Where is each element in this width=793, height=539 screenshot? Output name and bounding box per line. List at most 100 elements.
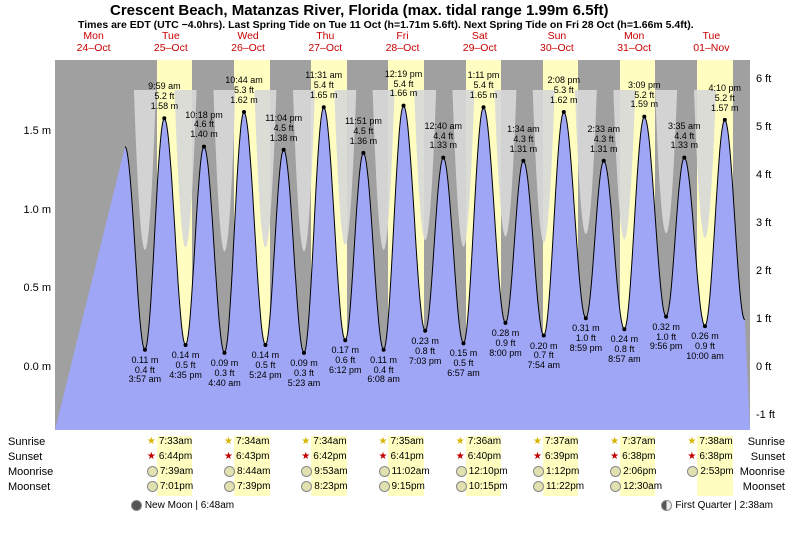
high-tide-label: 3:09 pm5.2 ft1.59 m (619, 81, 669, 111)
date-header: Mon31–Oct (599, 30, 669, 54)
sunrise-marker: ★7:33am (147, 436, 192, 447)
sunset-icon: ★ (147, 452, 157, 462)
tide-chart: Crescent Beach, Matanzas River, Florida … (0, 0, 793, 539)
moon-icon (610, 481, 621, 492)
moonset-marker: 10:15pm (456, 481, 508, 492)
high-tide-label: 12:19 pm5.4 ft1.66 m (379, 70, 429, 100)
y-tick-m: 0.0 m (3, 361, 51, 373)
sunset-marker: ★6:38pm (687, 451, 732, 462)
date-header: Tue01–Nov (676, 30, 746, 54)
sunrise-marker: ★7:34am (224, 436, 269, 447)
moonrise-marker: 9:53am (301, 466, 347, 477)
y-tick-ft: 5 ft (756, 121, 793, 133)
sunset-marker: ★6:38pm (610, 451, 655, 462)
moon-icon (456, 466, 467, 477)
sunset-marker: ★6:41pm (379, 451, 424, 462)
date-header: Fri28–Oct (368, 30, 438, 54)
sunset-icon: ★ (456, 452, 466, 462)
sunset-icon: ★ (610, 452, 620, 462)
high-tide-label: 4:10 pm5.2 ft1.57 m (700, 84, 750, 114)
y-tick-ft: 3 ft (756, 217, 793, 229)
sunset-marker: ★6:43pm (224, 451, 269, 462)
moonset-marker: 9:15pm (379, 481, 425, 492)
high-tide-label: 11:51 pm4.5 ft1.36 m (338, 117, 388, 147)
sunrise-marker: ★7:34am (301, 436, 346, 447)
moon-icon (147, 481, 158, 492)
high-tide-label: 1:11 pm5.4 ft1.65 m (459, 71, 509, 101)
sunset-marker: ★6:42pm (301, 451, 346, 462)
sunset-icon: ★ (224, 452, 234, 462)
moonset-row-label: Moonset (8, 481, 50, 493)
sunset-marker: ★6:40pm (456, 451, 501, 462)
sunset-row-label: Sunset (8, 451, 42, 463)
date-header: Sun30–Oct (522, 30, 592, 54)
sunrise-marker: ★7:37am (610, 436, 655, 447)
low-tide-label: 0.26 m0.9 ft10:00 am (680, 332, 730, 362)
moon-icon (301, 481, 312, 492)
moon-icon (147, 466, 158, 477)
moonset-marker: 11:22pm (533, 481, 584, 492)
y-tick-ft: 1 ft (756, 313, 793, 325)
date-header: Wed26–Oct (213, 30, 283, 54)
sunset-icon: ★ (533, 452, 543, 462)
date-header: Thu27–Oct (290, 30, 360, 54)
sunrise-icon: ★ (379, 437, 389, 447)
new-moon-icon (131, 500, 142, 511)
moonset-marker: 7:01pm (147, 481, 193, 492)
sunrise-row-label: Sunrise (8, 436, 45, 448)
y-tick-m: 1.0 m (3, 204, 51, 216)
sunset-marker: ★6:39pm (533, 451, 578, 462)
sunrise-row-label: Sunrise (748, 436, 785, 448)
moon-icon (224, 466, 235, 477)
moon-icon (301, 466, 312, 477)
sunset-row-label: Sunset (751, 451, 785, 463)
high-tide-label: 11:31 am5.4 ft1.65 m (299, 71, 349, 101)
moonset-marker: 7:39pm (224, 481, 270, 492)
sunrise-marker: ★7:37am (533, 436, 578, 447)
sunrise-icon: ★ (610, 437, 620, 447)
sunrise-icon: ★ (687, 437, 697, 447)
new-moon-label: New Moon | 6:48am (131, 500, 234, 511)
y-tick-ft: 6 ft (756, 73, 793, 85)
moon-icon (610, 466, 621, 477)
high-tide-label: 12:40 am4.4 ft1.33 m (418, 122, 468, 152)
moonrise-marker: 1:12pm (533, 466, 579, 477)
y-tick-ft: 0 ft (756, 361, 793, 373)
sunrise-marker: ★7:38am (687, 436, 732, 447)
moonrise-marker: 11:02am (379, 466, 430, 477)
moonset-marker: 8:23pm (301, 481, 347, 492)
sunset-marker: ★6:44pm (147, 451, 192, 462)
moonset-row-label: Moonset (743, 481, 785, 493)
sunrise-icon: ★ (533, 437, 543, 447)
y-tick-ft: 4 ft (756, 169, 793, 181)
y-tick-m: 1.5 m (3, 125, 51, 137)
y-tick-m: 0.5 m (3, 282, 51, 294)
high-tide-label: 10:18 pm4.6 ft1.40 m (179, 111, 229, 141)
moonrise-marker: 8:44am (224, 466, 270, 477)
high-tide-label: 2:33 am4.3 ft1.31 m (579, 125, 629, 155)
high-tide-label: 1:34 am4.3 ft1.31 m (498, 125, 548, 155)
moonrise-row-label: Moonrise (8, 466, 53, 478)
moon-icon (687, 466, 698, 477)
sunrise-icon: ★ (224, 437, 234, 447)
moonrise-marker: 2:53pm (687, 466, 733, 477)
moonrise-marker: 12:10pm (456, 466, 508, 477)
high-tide-label: 9:59 am5.2 ft1.58 m (139, 82, 189, 112)
sunrise-icon: ★ (456, 437, 466, 447)
date-header: Mon24–Oct (59, 30, 129, 54)
sunrise-icon: ★ (301, 437, 311, 447)
high-tide-label: 2:08 pm5.3 ft1.62 m (539, 76, 589, 106)
moon-icon (533, 466, 544, 477)
sunrise-marker: ★7:35am (379, 436, 424, 447)
moon-icon (379, 481, 390, 492)
first-quarter-label: First Quarter | 2:38am (661, 500, 773, 511)
y-tick-ft: -1 ft (756, 409, 793, 421)
sunset-icon: ★ (301, 452, 311, 462)
moon-icon (456, 481, 467, 492)
moonset-marker: 12:30am (610, 481, 662, 492)
sunset-icon: ★ (687, 452, 697, 462)
moon-icon (379, 466, 390, 477)
date-header: Tue25–Oct (136, 30, 206, 54)
first-quarter-icon (661, 500, 672, 511)
date-header: Sat29–Oct (445, 30, 515, 54)
